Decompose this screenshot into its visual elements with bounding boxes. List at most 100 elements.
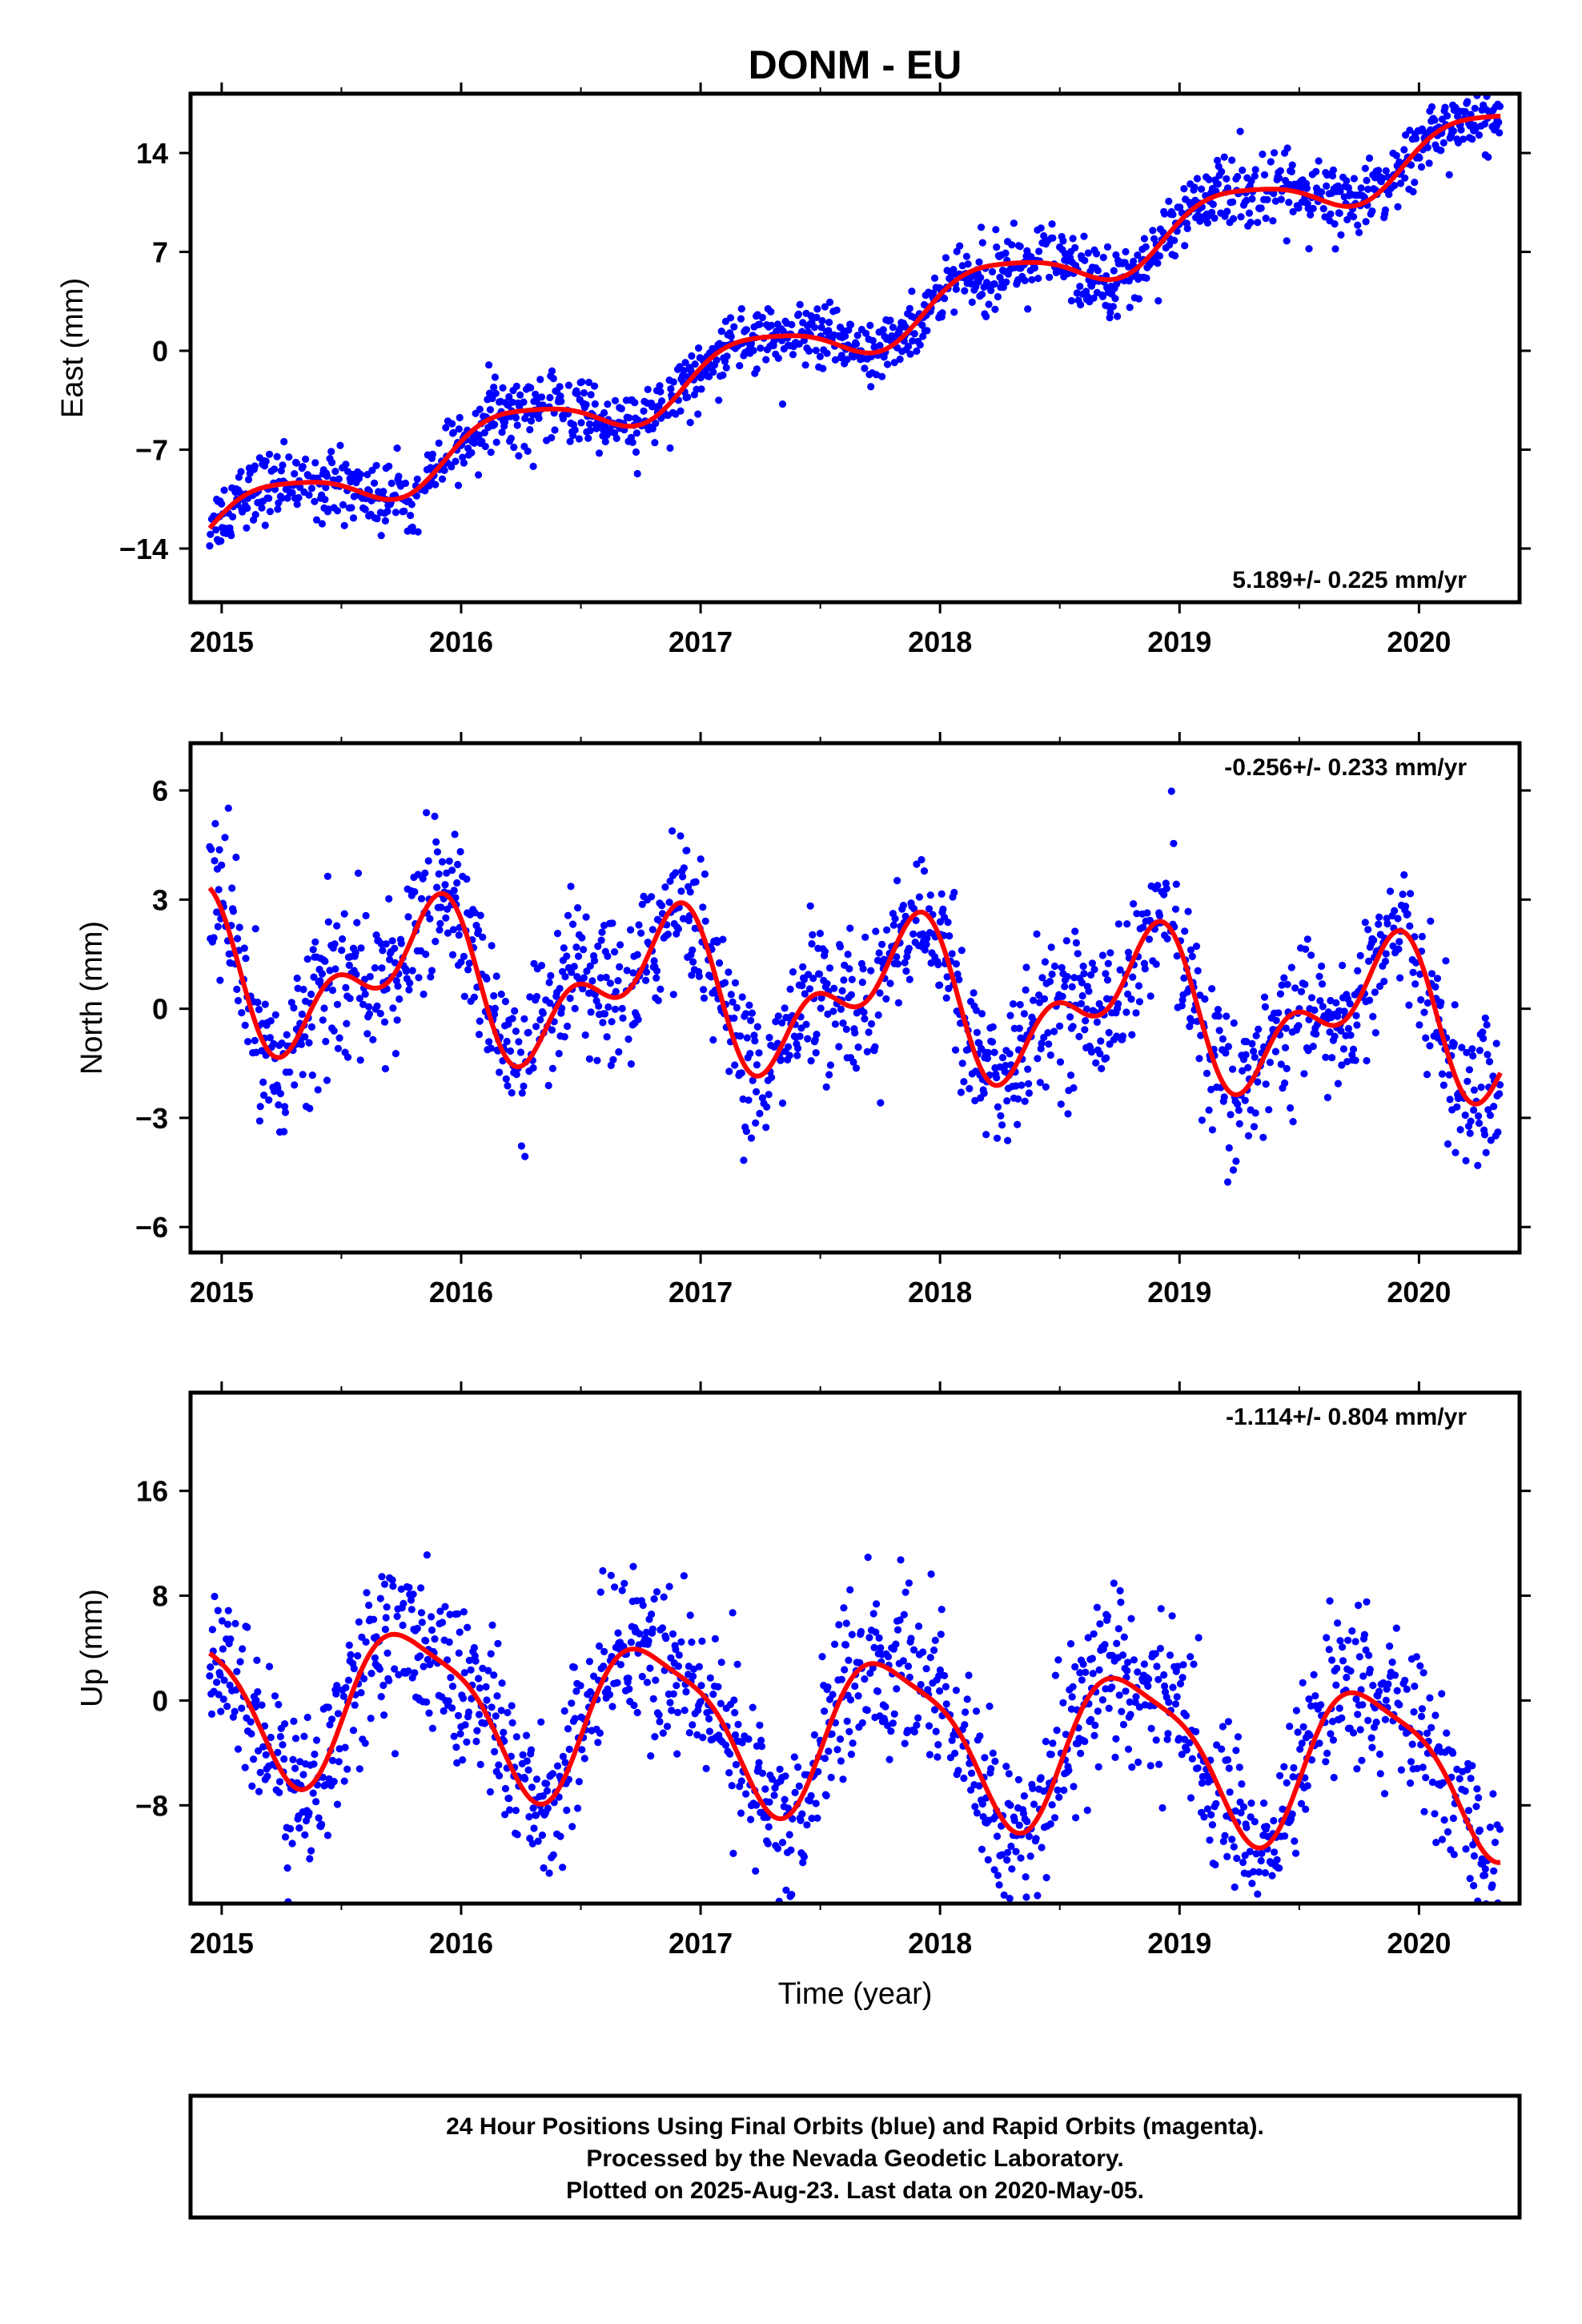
- data-point: [964, 260, 972, 268]
- data-point: [899, 1657, 907, 1665]
- data-point: [809, 975, 817, 983]
- data-point: [438, 1618, 447, 1626]
- data-point: [354, 869, 363, 877]
- data-point: [1188, 1755, 1196, 1763]
- data-point: [1176, 1679, 1185, 1688]
- data-point: [566, 995, 574, 1003]
- data-point: [689, 946, 697, 954]
- data-point: [495, 1761, 503, 1769]
- data-point: [849, 1058, 857, 1066]
- data-point: [800, 1853, 809, 1861]
- data-point: [984, 1048, 992, 1057]
- data-point: [1338, 1061, 1346, 1069]
- data-point: [570, 963, 578, 971]
- data-points: [206, 1551, 1504, 1904]
- data-point: [1224, 1718, 1232, 1726]
- data-point: [1178, 1751, 1186, 1759]
- data-point: [1069, 1683, 1077, 1691]
- data-point: [930, 289, 938, 297]
- data-point: [842, 1025, 850, 1033]
- data-point: [654, 996, 662, 1004]
- data-point: [1441, 103, 1449, 111]
- data-point: [211, 857, 219, 865]
- data-point: [877, 1644, 885, 1652]
- data-point: [278, 1039, 286, 1047]
- data-point: [1472, 85, 1480, 92]
- data-point: [1393, 1687, 1401, 1695]
- data-point: [795, 1782, 803, 1790]
- data-point: [1399, 891, 1407, 899]
- data-point: [692, 878, 700, 886]
- data-point: [1351, 1056, 1359, 1064]
- data-point: [1423, 143, 1431, 151]
- data-point: [1470, 1882, 1478, 1890]
- data-point: [539, 1009, 547, 1017]
- data-point: [1062, 937, 1070, 945]
- data-point: [604, 952, 612, 960]
- data-point: [893, 1626, 902, 1634]
- data-point: [1282, 1024, 1290, 1032]
- data-point: [681, 359, 689, 367]
- data-point: [228, 884, 236, 892]
- data-point: [1489, 1790, 1497, 1798]
- data-point: [488, 942, 496, 950]
- y-tick-label: 6: [152, 774, 168, 807]
- data-point: [1239, 1858, 1247, 1867]
- data-point: [737, 1032, 745, 1040]
- data-point: [382, 1614, 390, 1622]
- data-point: [688, 971, 696, 979]
- data-point: [481, 442, 489, 451]
- data-point: [957, 1088, 965, 1096]
- data-point: [1008, 241, 1016, 249]
- data-point: [893, 877, 901, 885]
- data-point: [629, 969, 637, 977]
- data-point: [227, 532, 235, 540]
- data-point: [573, 390, 581, 398]
- data-point: [259, 1078, 267, 1086]
- data-point: [869, 1664, 877, 1672]
- data-point: [428, 450, 437, 458]
- data-point: [1332, 999, 1340, 1007]
- data-point: [1190, 1660, 1198, 1668]
- data-point: [383, 1603, 391, 1611]
- data-point: [821, 1755, 829, 1763]
- x-tick-label: 2020: [1387, 1276, 1451, 1309]
- data-point: [1114, 1625, 1122, 1633]
- data-point: [991, 305, 999, 313]
- data-point: [1205, 1106, 1213, 1114]
- data-point: [1283, 980, 1291, 988]
- data-point: [852, 340, 861, 348]
- data-point: [994, 1872, 1002, 1880]
- data-point: [952, 285, 960, 293]
- data-point: [1452, 1148, 1460, 1156]
- data-point: [616, 963, 624, 971]
- data-point: [1470, 1106, 1478, 1114]
- data-point: [420, 990, 428, 999]
- data-point: [475, 1675, 483, 1683]
- data-point: [826, 1061, 834, 1069]
- data-point: [584, 378, 593, 387]
- data-point: [910, 330, 918, 338]
- x-tick-label: 2020: [1387, 625, 1451, 658]
- data-point: [1391, 182, 1399, 190]
- data-point: [475, 927, 483, 935]
- data-point: [1307, 994, 1316, 1002]
- data-point: [913, 1721, 921, 1729]
- data-point: [404, 1667, 412, 1675]
- data-point: [1365, 957, 1373, 965]
- data-point: [312, 516, 321, 524]
- data-point: [1250, 1047, 1258, 1055]
- data-point: [1038, 1844, 1046, 1852]
- data-point: [417, 895, 426, 903]
- data-point: [1275, 174, 1283, 182]
- data-point: [515, 452, 523, 460]
- data-point: [333, 1682, 341, 1690]
- data-point: [908, 287, 916, 296]
- data-point: [619, 1014, 627, 1022]
- data-point: [1235, 1106, 1243, 1114]
- data-point: [1289, 1773, 1297, 1781]
- data-point: [749, 1703, 757, 1711]
- data-point: [666, 1699, 674, 1707]
- data-point: [731, 1731, 740, 1739]
- data-point: [564, 1725, 572, 1733]
